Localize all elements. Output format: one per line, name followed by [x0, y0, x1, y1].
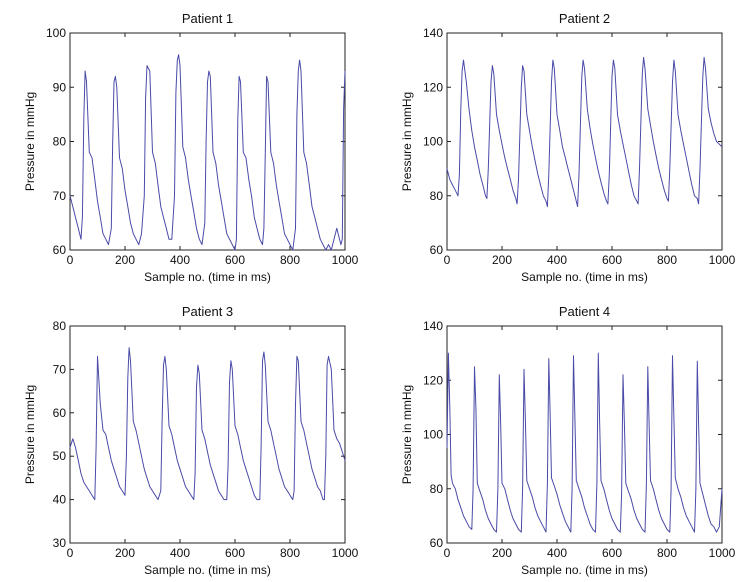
x-axis-label: Sample no. (time in ms)	[144, 270, 271, 284]
y-tick-label: 80	[430, 189, 444, 203]
y-tick-label: 100	[423, 135, 443, 149]
x-tick-label: 600	[225, 253, 245, 267]
y-tick-label: 30	[53, 536, 67, 550]
x-tick-label: 400	[547, 253, 567, 267]
y-axis-label: Pressure in mmHg	[400, 92, 414, 191]
x-tick-label: 400	[170, 546, 190, 560]
panel-1: Patient 1 0 200 400 600 800 1000 60 70 80 90 100 Sam…	[23, 11, 359, 284]
x-tick-label: 0	[444, 253, 451, 267]
y-axis-label: Pressure in mmHg	[23, 385, 37, 484]
x-tick-label: 200	[115, 546, 135, 560]
x-tick-label: 600	[225, 546, 245, 560]
x-tick-label: 1000	[332, 253, 359, 267]
y-tick-label: 120	[423, 373, 443, 387]
y-axis-label: Pressure in mmHg	[400, 385, 414, 484]
y-tick-label: 70	[53, 362, 67, 376]
y-tick-label: 60	[53, 406, 67, 420]
pressure-series-line	[69, 54, 346, 251]
y-tick-label: 40	[53, 493, 67, 507]
x-tick-label: 800	[657, 546, 677, 560]
panel-title: Patient 4	[559, 304, 610, 319]
y-tick-label: 50	[53, 449, 67, 463]
x-tick-label: 600	[602, 253, 622, 267]
panel-4: Patient 4 0 200 400 600 800 1000 60 80 100 120 140 S…	[400, 304, 736, 577]
x-axis-label: Sample no. (time in ms)	[521, 270, 648, 284]
x-tick-label: 0	[444, 546, 451, 560]
y-tick-label: 60	[430, 243, 444, 257]
y-axis-label: Pressure in mmHg	[23, 92, 37, 191]
x-tick-label: 1000	[709, 253, 736, 267]
pressure-series-line	[446, 352, 723, 533]
x-tick-label: 800	[280, 546, 300, 560]
x-tick-label: 1000	[709, 546, 736, 560]
x-tick-label: 0	[67, 253, 74, 267]
x-tick-label: 200	[492, 253, 512, 267]
x-tick-label: 400	[547, 546, 567, 560]
y-tick-label: 60	[430, 536, 444, 550]
y-tick-label: 100	[46, 26, 66, 40]
y-tick-label: 100	[423, 428, 443, 442]
panel-2: Patient 2 0 200 400 600 800 1000 60 80 100 120 140 S…	[400, 11, 736, 284]
pressure-series-line	[69, 347, 346, 501]
panel-3: Patient 3 0 200 400 600 800 1000 30 40 50 60 70 80 Sa…	[23, 304, 359, 577]
y-tick-label: 60	[53, 243, 67, 257]
plot-frame	[69, 325, 346, 544]
x-axis-label: Sample no. (time in ms)	[521, 563, 648, 577]
x-tick-label: 200	[492, 546, 512, 560]
x-tick-label: 200	[115, 253, 135, 267]
x-tick-label: 600	[602, 546, 622, 560]
pressure-series-line	[446, 56, 723, 208]
y-tick-label: 80	[430, 482, 444, 496]
y-tick-label: 140	[423, 319, 443, 333]
x-tick-label: 1000	[332, 546, 359, 560]
y-tick-label: 140	[423, 26, 443, 40]
panel-title: Patient 3	[182, 304, 233, 319]
panel-title: Patient 1	[182, 11, 233, 26]
y-tick-label: 120	[423, 80, 443, 94]
y-tick-label: 80	[53, 135, 67, 149]
y-tick-label: 90	[53, 80, 67, 94]
x-tick-label: 0	[67, 546, 74, 560]
y-tick-label: 70	[53, 189, 67, 203]
x-axis-label: Sample no. (time in ms)	[144, 563, 271, 577]
y-tick-label: 80	[53, 319, 67, 333]
x-tick-label: 800	[280, 253, 300, 267]
plot-frame	[446, 325, 723, 544]
x-tick-label: 400	[170, 253, 190, 267]
panel-title: Patient 2	[559, 11, 610, 26]
x-tick-label: 800	[657, 253, 677, 267]
